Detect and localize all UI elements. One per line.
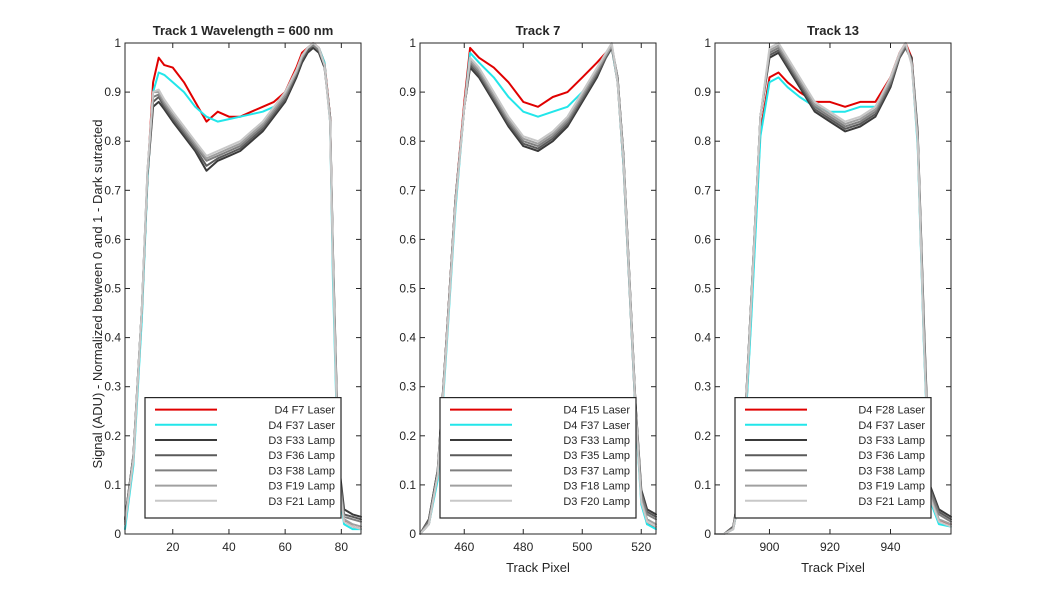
y-tick-label: 1 — [114, 36, 121, 50]
y-tick-label: 0.2 — [694, 429, 711, 443]
y-tick-label: 0.1 — [694, 478, 711, 492]
y-tick-label: 0.5 — [104, 282, 121, 296]
panel-1: 0 0.1 0.2 0.3 0.4 0.5 0.6 0.7 0.8 0.9 1 20 40 60 80 Tra… — [104, 23, 362, 554]
y-tick-label: 0.3 — [399, 380, 416, 394]
y-tick-label: 0 — [704, 527, 711, 541]
y-tick-label: 1 — [704, 36, 711, 50]
y-tick-label: 0.2 — [104, 429, 121, 443]
legend-entry: D3 F19 Lamp — [858, 481, 925, 493]
legend-entry: D4 F37 Laser — [858, 420, 925, 432]
chart-title: Track 7 — [516, 23, 561, 38]
x-tick-label: 460 — [454, 540, 474, 554]
x-tick-label: 940 — [880, 540, 900, 554]
panel-2: 0 0.1 0.2 0.3 0.4 0.5 0.6 0.7 0.8 0.9 1 460 480 500 52… — [399, 23, 657, 575]
x-tick-label: 520 — [631, 540, 651, 554]
legend: D4 F28 Laser D4 F37 Laser D3 F33 Lamp D3 F3… — [734, 397, 932, 519]
y-tick-label: 0.5 — [694, 282, 711, 296]
chart-title: Track 13 — [807, 23, 859, 38]
legend: D4 F15 Laser D4 F37 Laser D3 F33 Lamp D3 F3… — [439, 397, 637, 519]
y-tick-label: 0.4 — [104, 331, 121, 345]
legend-box — [734, 397, 932, 519]
legend: D4 F7 Laser D4 F37 Laser D3 F33 Lamp D3 F36… — [144, 397, 342, 519]
x-tick-label: 20 — [166, 540, 180, 554]
x-tick-label: 480 — [513, 540, 533, 554]
legend-entry: D3 F36 Lamp — [858, 450, 925, 462]
y-tick-label: 0.8 — [694, 134, 711, 148]
x-tick-label: 500 — [572, 540, 592, 554]
x-axis-label: Track Pixel — [801, 560, 865, 575]
legend-entry: D3 F38 Lamp — [268, 465, 335, 477]
y-tick-label: 0 — [409, 527, 416, 541]
y-tick-label: 0.8 — [399, 134, 416, 148]
series-line-7 — [124, 42, 362, 531]
legend-entry: D4 F37 Laser — [563, 420, 630, 432]
legend-entry: D3 F38 Lamp — [858, 465, 925, 477]
legend-entry: D3 F21 Lamp — [858, 496, 925, 508]
y-tick-label: 1 — [409, 36, 416, 50]
panel-3: 0 0.1 0.2 0.3 0.4 0.5 0.6 0.7 0.8 0.9 1 900 920 940 Tr… — [694, 23, 952, 575]
y-tick-label: 0 — [114, 527, 121, 541]
legend-entry: D4 F15 Laser — [563, 405, 630, 417]
x-axis-label: Track Pixel — [506, 560, 570, 575]
legend-entry: D3 F33 Lamp — [563, 435, 630, 447]
series-group — [124, 42, 362, 531]
legend-entry: D3 F21 Lamp — [268, 496, 335, 508]
y-tick-label: 0.6 — [694, 232, 711, 246]
y-tick-label: 0.6 — [399, 232, 416, 246]
legend-entry: D3 F35 Lamp — [563, 450, 630, 462]
y-tick-label: 0.5 — [399, 282, 416, 296]
legend-entry: D3 F20 Lamp — [563, 496, 630, 508]
y-tick-label: 0.4 — [399, 331, 416, 345]
legend-entry: D4 F7 Laser — [274, 405, 335, 417]
legend-entry: D4 F28 Laser — [858, 405, 925, 417]
y-tick-label: 0.8 — [104, 134, 121, 148]
series-line-7 — [714, 42, 952, 535]
legend-entry: D3 F33 Lamp — [858, 435, 925, 447]
y-tick-label: 0.6 — [104, 232, 121, 246]
legend-entry: D3 F37 Lamp — [563, 465, 630, 477]
y-tick-label: 0.7 — [399, 183, 416, 197]
y-tick-label: 0.4 — [694, 331, 711, 345]
series-line-7 — [419, 42, 657, 535]
series-group — [714, 42, 952, 535]
legend-entry: D3 F18 Lamp — [563, 481, 630, 493]
y-tick-label: 0.3 — [694, 380, 711, 394]
y-tick-label: 0.1 — [104, 478, 121, 492]
x-tick-label: 40 — [222, 540, 236, 554]
y-tick-label: 0.1 — [399, 478, 416, 492]
y-tick-label: 0.7 — [694, 183, 711, 197]
y-tick-label: 0.9 — [694, 85, 711, 99]
legend-entry: D3 F19 Lamp — [268, 481, 335, 493]
y-tick-label: 0.3 — [104, 380, 121, 394]
y-tick-label: 0.2 — [399, 429, 416, 443]
series-group — [419, 42, 657, 535]
legend-entry: D3 F33 Lamp — [268, 435, 335, 447]
legend-entry: D4 F37 Laser — [268, 420, 335, 432]
y-tick-label: 0.9 — [399, 85, 416, 99]
x-tick-label: 900 — [759, 540, 779, 554]
y-axis-label: Signal (ADU) - Normalized between 0 and … — [90, 120, 105, 469]
legend-box — [439, 397, 637, 519]
x-tick-label: 920 — [820, 540, 840, 554]
chart-title: Track 1 Wavelength = 600 nm — [153, 23, 334, 38]
y-tick-label: 0.7 — [104, 183, 121, 197]
x-tick-label: 80 — [335, 540, 349, 554]
y-tick-label: 0.9 — [104, 85, 121, 99]
legend-entry: D3 F36 Lamp — [268, 450, 335, 462]
legend-box — [144, 397, 342, 519]
x-tick-label: 60 — [278, 540, 292, 554]
